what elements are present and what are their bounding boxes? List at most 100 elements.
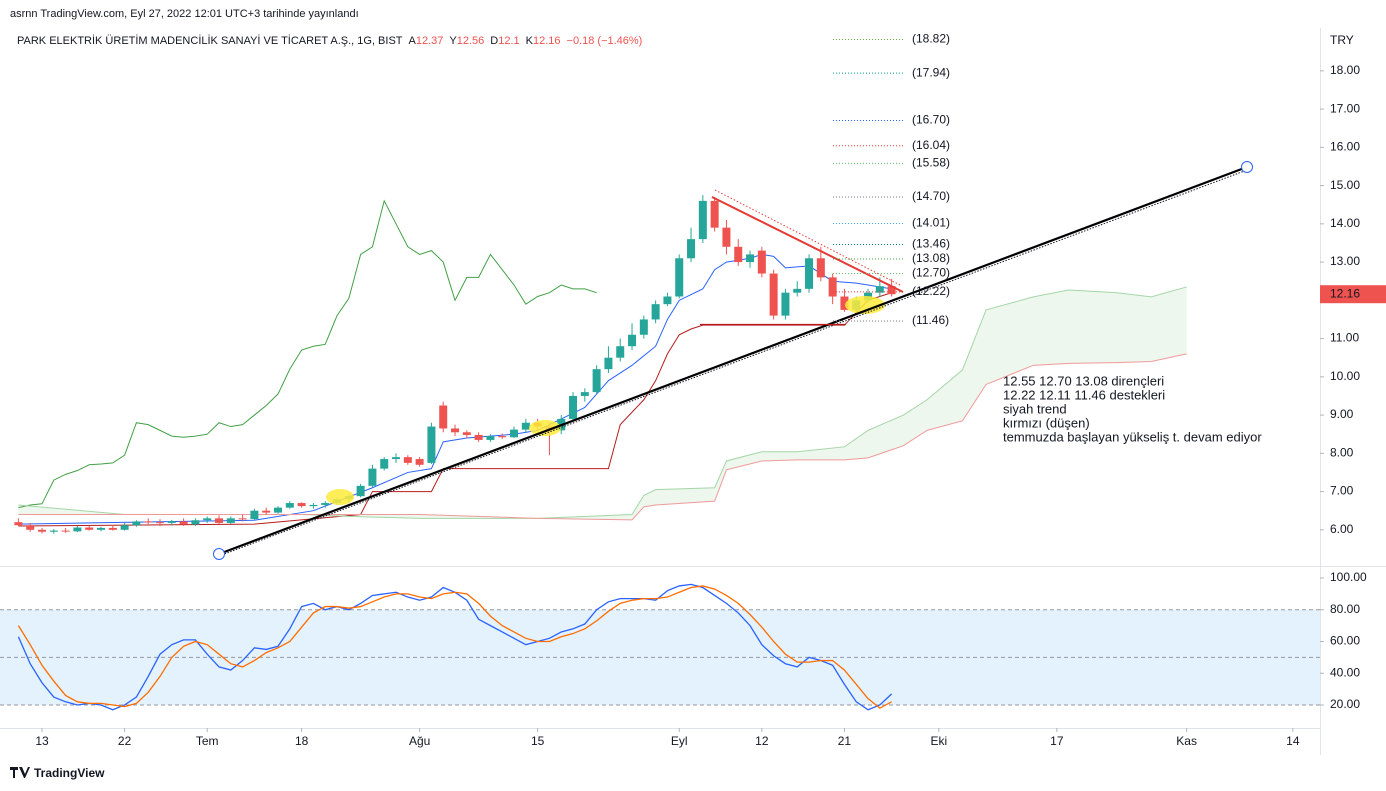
y-tick-label: 40.00	[1330, 665, 1360, 679]
x-tick-label: 22	[118, 734, 132, 748]
candle-body	[793, 288, 802, 293]
level-label: (11.46)	[912, 313, 949, 327]
y-tick-label: 17.00	[1330, 101, 1360, 115]
x-tick-label: Eyl	[671, 734, 688, 748]
indicator-line	[18, 286, 1187, 519]
candle-body	[73, 527, 82, 532]
level-label: (14.70)	[912, 189, 950, 203]
annotation: kırmızı (düşen)	[1003, 415, 1090, 430]
falling-line	[711, 196, 904, 293]
legend-key: Y	[449, 35, 457, 47]
y-tick-label: 8.00	[1330, 445, 1354, 459]
candle-body	[274, 507, 283, 513]
candle-body	[769, 273, 778, 316]
candle-body	[38, 529, 47, 532]
oscillator-line	[17, 585, 892, 709]
candle-body	[875, 286, 884, 293]
highlight	[326, 489, 354, 505]
x-tick-label: Ağu	[409, 734, 430, 748]
last-price-label: 12.16	[1330, 286, 1360, 300]
candle-body	[427, 426, 436, 463]
indicators	[18, 199, 1187, 527]
candle-body	[805, 258, 814, 289]
candle-body	[710, 200, 719, 228]
level-label: (12.22)	[912, 284, 950, 298]
candle-body	[415, 459, 424, 465]
level-label: (18.82)	[912, 32, 950, 46]
candle-body	[439, 405, 448, 429]
y-tick-label: 80.00	[1330, 602, 1360, 616]
annotation: 12.55 12.70 13.08 dirençleri	[1003, 373, 1164, 388]
legend: PARK ELEKTRİK ÜRETİM MADENCİLİK SANAYİ V…	[17, 35, 642, 47]
legend-value: 12.56	[456, 35, 485, 47]
candle-body	[816, 258, 825, 278]
logo	[10, 767, 30, 778]
candle-body	[215, 518, 224, 523]
legend-item: Y12.56	[449, 35, 484, 47]
y-tick-label: 14.00	[1330, 216, 1360, 230]
legend-item: D12.1	[490, 35, 519, 47]
footer: TradingView	[10, 766, 104, 780]
level-label: (14.01)	[912, 216, 950, 230]
annotation: 12.22 12.11 11.46 destekleri	[1003, 387, 1165, 402]
candle-body	[604, 357, 613, 370]
candle-body	[474, 434, 483, 440]
candle-body	[85, 527, 94, 530]
level-label: (15.58)	[912, 156, 950, 170]
candle-body	[368, 468, 377, 486]
candle-body	[203, 518, 212, 521]
legend-key: A	[408, 35, 416, 47]
candle-body	[297, 503, 306, 507]
candle-body	[687, 239, 696, 259]
candle-body	[569, 395, 578, 419]
y-tick-label: 15.00	[1330, 178, 1360, 192]
candle-body	[380, 459, 389, 469]
y-tick-label: 6.00	[1330, 522, 1354, 536]
candle-body	[746, 254, 755, 263]
x-tick-label: 18	[295, 734, 309, 748]
trend-handle	[213, 548, 225, 560]
drawings	[213, 161, 1253, 560]
candle-body	[486, 436, 495, 440]
candle-body	[238, 518, 247, 520]
candle-body	[651, 304, 660, 320]
candle-body	[285, 503, 294, 508]
annotation: temmuzda başlayan yükseliş t. devam ediy…	[1003, 429, 1262, 444]
level-label: (17.94)	[912, 65, 950, 79]
candle-body	[628, 334, 637, 347]
candle-body	[120, 525, 129, 530]
candle-body	[639, 319, 648, 335]
candle-body	[781, 292, 790, 316]
y-tick-label: 13.00	[1330, 254, 1360, 268]
candle-body	[592, 369, 601, 393]
symbol-name: PARK ELEKTRİK ÜRETİM MADENCİLİK SANAYİ V…	[17, 35, 403, 47]
candle-body	[156, 522, 165, 524]
candle-body	[462, 432, 471, 435]
x-tick-label: Eki	[931, 734, 948, 748]
y-tick-label: 11.00	[1330, 331, 1359, 345]
candle-body	[840, 296, 849, 310]
candle-body	[675, 258, 684, 297]
x-tick-label: 15	[531, 734, 545, 748]
candle-body	[828, 277, 837, 297]
y-tick-label: 7.00	[1330, 484, 1354, 498]
x-tick-label: 13	[35, 734, 49, 748]
candle-body	[521, 422, 530, 430]
candles	[14, 195, 896, 534]
legend-value: 12.16	[532, 35, 561, 47]
legend-change: −0.18 (−1.46%)	[566, 35, 643, 47]
published-note: asrnn TradingView.com, Eyl 27, 2022 12:0…	[10, 8, 359, 20]
y-tick-label: 9.00	[1330, 407, 1354, 421]
annotation: siyah trend	[1003, 401, 1067, 416]
highlight	[529, 420, 561, 436]
candle-body	[167, 521, 176, 523]
cloud	[18, 286, 1187, 520]
candle-body	[663, 296, 672, 305]
candle-body	[250, 510, 259, 520]
legend-item: K12.16	[526, 35, 561, 47]
indicator-line	[18, 353, 1187, 521]
level-label: (13.46)	[912, 237, 950, 251]
candle-body	[451, 428, 460, 433]
level-label: (16.70)	[912, 113, 950, 127]
